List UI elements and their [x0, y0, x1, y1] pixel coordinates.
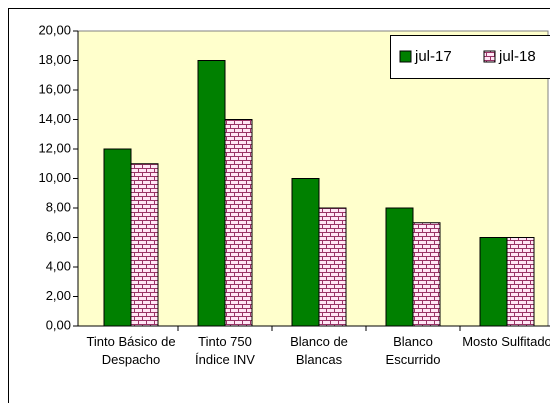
y-tick-label: 8,00 [46, 199, 71, 214]
bar [385, 207, 414, 327]
legend-swatch [399, 50, 412, 63]
bar [318, 207, 347, 327]
bar [197, 60, 226, 327]
legend: jul-17 jul-18 [390, 35, 550, 79]
y-tick-label: 2,00 [46, 288, 71, 303]
y-tick-label: 20,00 [38, 22, 71, 37]
bar [291, 178, 320, 327]
legend-label: jul-18 [498, 48, 536, 65]
bar [506, 237, 535, 327]
bar [412, 222, 441, 327]
x-tick-label: Tinto 750 Índice INV [195, 334, 255, 367]
legend-box [390, 35, 550, 79]
x-tick-label: Blanco de Blancas [290, 334, 348, 367]
y-tick-label: 18,00 [38, 52, 71, 67]
y-tick-label: 16,00 [38, 81, 71, 96]
x-tick-label: Mosto Sulfitado [462, 334, 550, 349]
legend-label: jul-17 [414, 48, 452, 65]
x-tick-label: Tinto Básico de Despacho [86, 334, 176, 367]
y-tick-label: 4,00 [46, 258, 71, 273]
legend-swatch [483, 50, 496, 63]
y-tick-label: 12,00 [38, 140, 71, 155]
x-tick-label: Blanco Escurrido [385, 334, 441, 367]
bar [224, 119, 253, 327]
y-tick-label: 6,00 [46, 229, 71, 244]
bar [103, 148, 132, 327]
y-tick-label: 0,00 [46, 317, 71, 332]
y-tick-label: 10,00 [38, 170, 71, 185]
bar [130, 163, 159, 327]
bar [479, 237, 508, 327]
y-tick-label: 14,00 [38, 111, 71, 126]
